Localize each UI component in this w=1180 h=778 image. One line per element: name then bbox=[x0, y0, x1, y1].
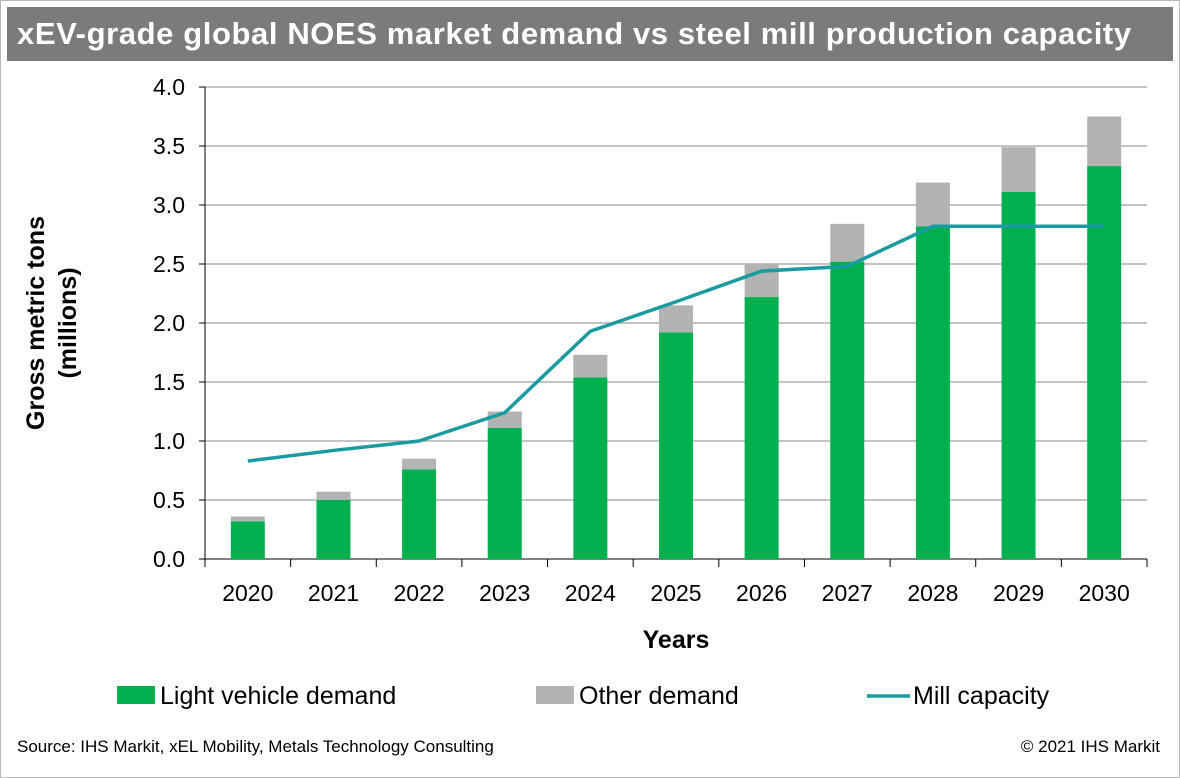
y-tick-label: 0.5 bbox=[153, 487, 185, 513]
y-tick-label: 1.0 bbox=[153, 428, 185, 454]
bar-other-demand bbox=[915, 182, 950, 227]
y-axis-title-line1: Gross metric tons bbox=[22, 216, 50, 430]
chart-title: xEV-grade global NOES market demand vs s… bbox=[17, 16, 1132, 51]
legend-label-other-demand: Other demand bbox=[579, 682, 739, 710]
legend-swatch-other-demand bbox=[536, 686, 574, 704]
bar-light-vehicle bbox=[230, 521, 265, 559]
x-tick-label: 2023 bbox=[479, 580, 530, 606]
bar-light-vehicle bbox=[402, 469, 437, 559]
bar-other-demand bbox=[402, 458, 437, 470]
x-tick-label: 2021 bbox=[308, 580, 359, 606]
line-mill-capacity bbox=[247, 224, 1105, 463]
x-tick-label: 2024 bbox=[565, 580, 616, 606]
x-tick-label: 2030 bbox=[1079, 580, 1130, 606]
bar-other-demand bbox=[573, 354, 608, 378]
bar-light-vehicle bbox=[573, 377, 608, 559]
bar-other-demand bbox=[316, 491, 351, 500]
bar-other-demand bbox=[1001, 147, 1036, 193]
legend-swatch-light-vehicle bbox=[117, 686, 155, 704]
title-bar: xEV-grade global NOES market demand vs s… bbox=[7, 7, 1173, 61]
y-tick-label: 1.5 bbox=[153, 369, 185, 395]
bar-light-vehicle bbox=[830, 261, 865, 559]
y-tick-label: 3.0 bbox=[153, 192, 185, 218]
x-tick-label: 2027 bbox=[822, 580, 873, 606]
y-axis-title-line2: (millions) bbox=[54, 267, 82, 378]
bar-light-vehicle bbox=[744, 297, 779, 559]
x-axis-title: Years bbox=[643, 626, 710, 654]
y-tick-label: 3.5 bbox=[153, 133, 185, 159]
y-tick-label: 4.0 bbox=[153, 74, 185, 100]
x-tick-label: 2020 bbox=[222, 580, 273, 606]
bar-light-vehicle bbox=[1087, 166, 1122, 559]
legend-label-light-vehicle: Light vehicle demand bbox=[160, 682, 396, 710]
x-tick-label: 2025 bbox=[650, 580, 701, 606]
y-tick-label: 2.5 bbox=[153, 251, 185, 277]
y-tick-label: 2.0 bbox=[153, 310, 185, 336]
bar-light-vehicle bbox=[1001, 192, 1036, 559]
bar-light-vehicle bbox=[487, 428, 522, 559]
bar-light-vehicle bbox=[659, 332, 693, 559]
bar-other-demand bbox=[830, 223, 865, 262]
bar-other-demand bbox=[230, 516, 265, 522]
copyright-note: © 2021 IHS Markit bbox=[1020, 737, 1160, 756]
bar-other-demand bbox=[659, 305, 693, 333]
bar-light-vehicle bbox=[915, 226, 950, 560]
source-note: Source: IHS Markit, xEL Mobility, Metals… bbox=[17, 737, 494, 756]
y-tick-label: 0.0 bbox=[153, 546, 185, 572]
x-tick-label: 2026 bbox=[736, 580, 787, 606]
x-tick-label: 2028 bbox=[907, 580, 958, 606]
x-tick-label: 2022 bbox=[394, 580, 445, 606]
bar-other-demand bbox=[1087, 116, 1122, 167]
x-tick-label: 2029 bbox=[993, 580, 1044, 606]
bar-light-vehicle bbox=[316, 500, 351, 559]
legend-label-mill-capacity: Mill capacity bbox=[913, 682, 1050, 710]
